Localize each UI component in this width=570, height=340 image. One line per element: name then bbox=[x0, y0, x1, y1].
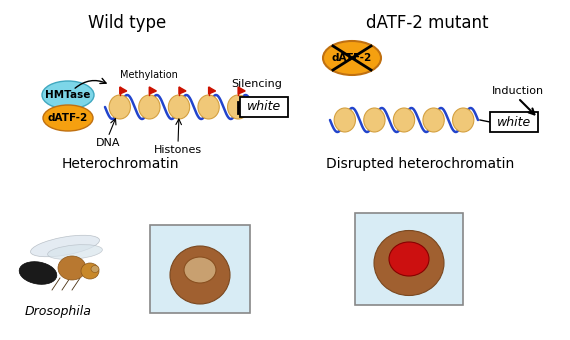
Ellipse shape bbox=[374, 231, 444, 295]
Bar bbox=[355, 213, 463, 305]
Ellipse shape bbox=[198, 95, 219, 119]
Bar bbox=[150, 225, 250, 313]
Text: dATF-2: dATF-2 bbox=[48, 113, 88, 123]
Ellipse shape bbox=[139, 95, 160, 119]
Text: HMTase: HMTase bbox=[45, 90, 91, 100]
FancyBboxPatch shape bbox=[490, 112, 538, 132]
Ellipse shape bbox=[58, 256, 86, 280]
Text: white: white bbox=[247, 101, 281, 114]
Text: Histones: Histones bbox=[154, 145, 202, 155]
Polygon shape bbox=[209, 87, 215, 94]
Ellipse shape bbox=[453, 108, 474, 132]
Text: Induction: Induction bbox=[492, 86, 544, 96]
Text: Silencing: Silencing bbox=[231, 79, 282, 89]
Ellipse shape bbox=[19, 262, 57, 284]
Polygon shape bbox=[238, 87, 245, 94]
Ellipse shape bbox=[170, 246, 230, 304]
Text: Drosophila: Drosophila bbox=[25, 305, 91, 318]
Ellipse shape bbox=[168, 95, 190, 119]
Ellipse shape bbox=[393, 108, 414, 132]
Ellipse shape bbox=[48, 244, 103, 259]
Text: Methylation: Methylation bbox=[120, 70, 178, 80]
Ellipse shape bbox=[423, 108, 444, 132]
Ellipse shape bbox=[334, 108, 356, 132]
Ellipse shape bbox=[323, 41, 381, 75]
Polygon shape bbox=[120, 87, 127, 94]
Ellipse shape bbox=[43, 105, 93, 131]
Ellipse shape bbox=[42, 81, 94, 109]
Text: Disrupted heterochromatin: Disrupted heterochromatin bbox=[326, 157, 514, 171]
Text: DNA: DNA bbox=[96, 138, 120, 148]
Ellipse shape bbox=[31, 235, 100, 257]
Text: dATF-2 mutant: dATF-2 mutant bbox=[366, 14, 488, 32]
Ellipse shape bbox=[91, 266, 99, 272]
Polygon shape bbox=[179, 87, 186, 94]
Ellipse shape bbox=[184, 257, 216, 283]
Ellipse shape bbox=[81, 263, 99, 279]
Text: dATF-2: dATF-2 bbox=[332, 53, 372, 63]
Text: Heterochromatin: Heterochromatin bbox=[61, 157, 179, 171]
FancyBboxPatch shape bbox=[240, 97, 288, 117]
Ellipse shape bbox=[389, 242, 429, 276]
Text: Wild type: Wild type bbox=[88, 14, 166, 32]
Ellipse shape bbox=[364, 108, 385, 132]
Ellipse shape bbox=[109, 95, 131, 119]
Polygon shape bbox=[149, 87, 156, 94]
Ellipse shape bbox=[227, 95, 249, 119]
Text: white: white bbox=[497, 116, 531, 129]
